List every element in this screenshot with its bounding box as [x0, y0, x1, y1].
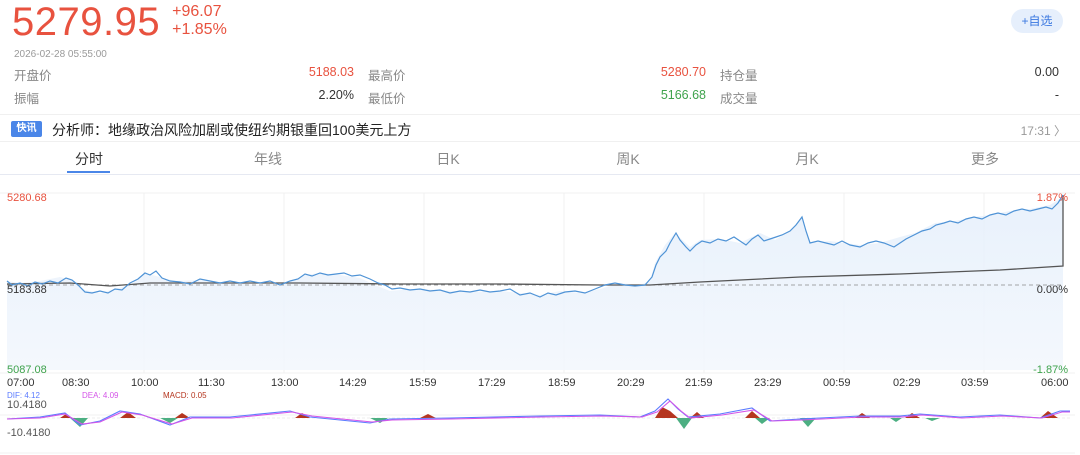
- change-value: +96.07: [172, 3, 222, 20]
- y-axis-min: 5087.08: [7, 364, 47, 376]
- time-tick: 18:59: [548, 377, 576, 389]
- active-tab-indicator: [67, 171, 110, 173]
- tab-daily-k[interactable]: 日K: [436, 151, 460, 167]
- add-to-watchlist-button[interactable]: +自选: [1011, 9, 1063, 33]
- quote-header: 5279.95 +96.07 +1.85%: [12, 0, 227, 46]
- amplitude-value: 2.20%: [318, 88, 354, 102]
- price-change: +96.07 +1.85%: [172, 3, 227, 39]
- stats-row-1: 开盘价 5188.03 最高价 5280.70 持仓量 0.00: [0, 65, 1080, 87]
- chart-canvas: [0, 192, 1075, 454]
- pct-axis-max: 1.87%: [1036, 192, 1068, 204]
- stats-row-2: 振幅 2.20% 最低价 5166.68 成交量 -: [0, 88, 1080, 110]
- volume-value: -: [1054, 88, 1059, 102]
- time-tick: 02:29: [893, 377, 921, 389]
- volume-label: 成交量: [720, 92, 758, 106]
- y-axis-max: 5280.68: [7, 192, 47, 204]
- news-badge: 快讯: [11, 121, 42, 137]
- macd-axis-min: -10.4180: [7, 427, 51, 439]
- y-axis-baseline: 5183.88: [7, 284, 47, 296]
- open-interest-label: 持仓量: [720, 69, 758, 83]
- pct-axis-zero: 0.00%: [1036, 284, 1068, 296]
- dif-legend: DIF: 4.12: [7, 391, 40, 400]
- open-interest-value: 0.00: [1034, 65, 1059, 79]
- time-tick: 07:00: [7, 377, 35, 389]
- macd-axis-max: 10.4180: [7, 399, 47, 411]
- tab-more[interactable]: 更多: [971, 151, 999, 167]
- time-tick: 20:29: [617, 377, 645, 389]
- low-value: 5166.68: [660, 88, 706, 102]
- time-tick: 10:00: [131, 377, 159, 389]
- dea-legend: DEA: 4.09: [82, 391, 119, 400]
- quote-timestamp: 2026-02-28 05:55:00: [14, 49, 107, 60]
- change-percent: +1.85%: [172, 21, 227, 38]
- time-tick: 03:59: [961, 377, 989, 389]
- time-tick: 15:59: [409, 377, 437, 389]
- chart-period-tabs: 分时 年线 日K 周K 月K 更多: [0, 143, 1080, 175]
- time-tick: 17:29: [478, 377, 506, 389]
- news-headline[interactable]: 分析师：地缘政治风险加剧或使纽约期银重回100美元上方: [52, 122, 412, 138]
- time-tick: 08:30: [62, 377, 90, 389]
- time-tick: 23:29: [754, 377, 782, 389]
- time-tick: 13:00: [271, 377, 299, 389]
- open-value: 5188.03: [308, 65, 354, 79]
- news-time[interactable]: 17:31 〉: [1020, 124, 1066, 138]
- news-ticker[interactable]: 快讯 分析师：地缘政治风险加剧或使纽约期银重回100美元上方 17:31 〉: [0, 114, 1080, 142]
- time-tick: 11:30: [198, 377, 225, 389]
- tab-monthly-k[interactable]: 月K: [795, 151, 819, 167]
- time-tick: 21:59: [685, 377, 713, 389]
- tab-yearly[interactable]: 年线: [254, 151, 282, 167]
- last-price: 5279.95: [12, 0, 161, 44]
- pct-axis-min: -1.87%: [1033, 364, 1068, 376]
- time-tick: 06:00: [1041, 377, 1069, 389]
- low-label: 最低价: [368, 92, 406, 106]
- intraday-chart[interactable]: 5280.68 5183.88 5087.08 1.87% 0.00% -1.8…: [0, 185, 1080, 455]
- tab-weekly-k[interactable]: 周K: [616, 151, 640, 167]
- time-tick: 00:59: [823, 377, 851, 389]
- high-value: 5280.70: [660, 65, 706, 79]
- amplitude-label: 振幅: [14, 92, 40, 106]
- open-label: 开盘价: [14, 69, 52, 83]
- macd-legend: MACD: 0.05: [163, 391, 207, 400]
- time-tick: 14:29: [339, 377, 367, 389]
- high-label: 最高价: [368, 69, 406, 83]
- tab-intraday[interactable]: 分时: [75, 151, 103, 167]
